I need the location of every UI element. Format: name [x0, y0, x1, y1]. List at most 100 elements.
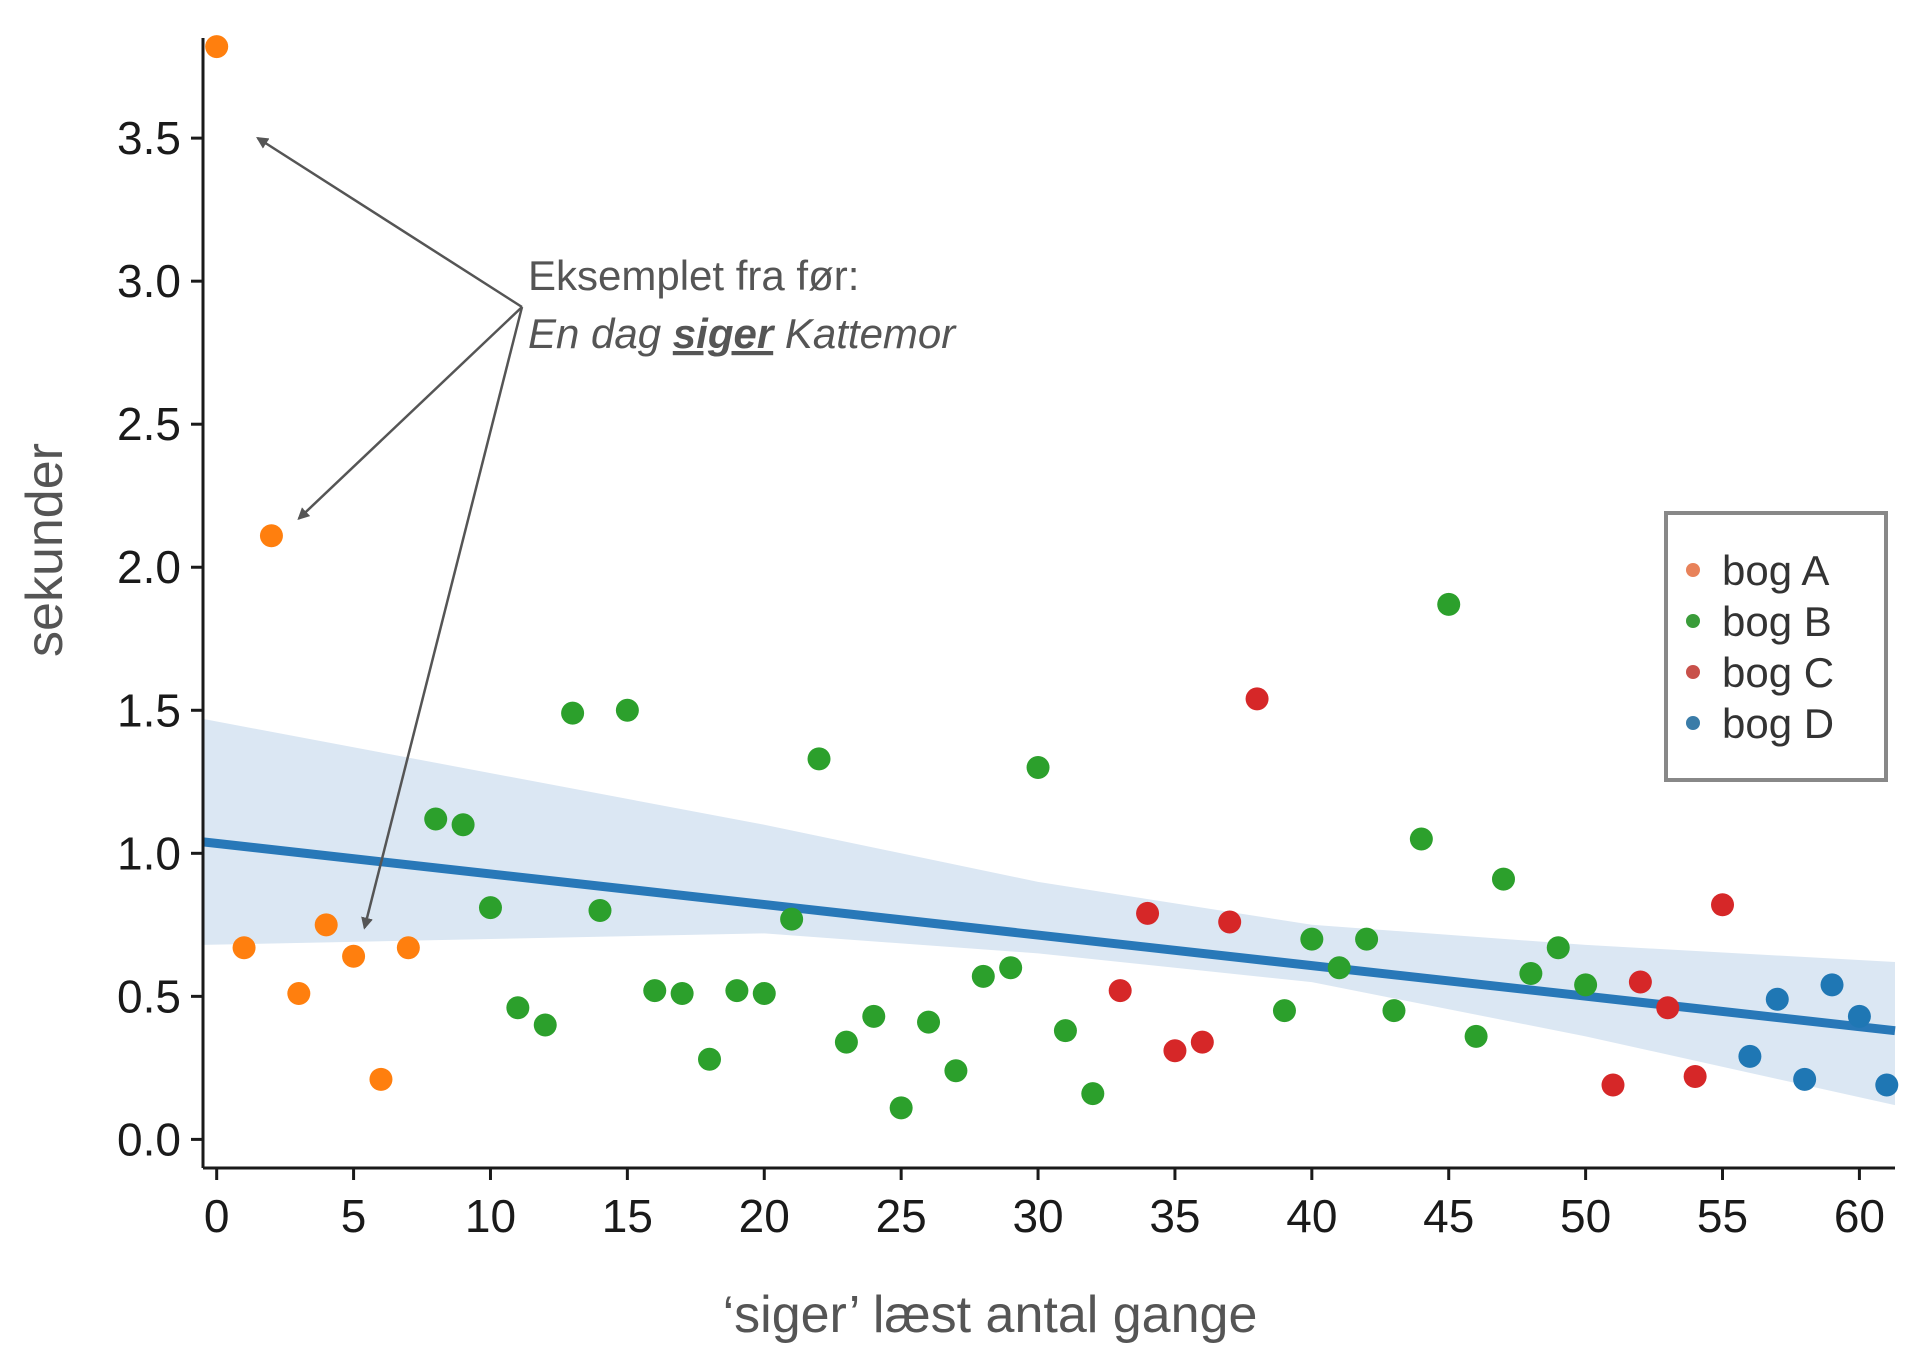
x-tick-label: 20 [739, 1190, 790, 1242]
point-bog-c [1245, 687, 1269, 711]
point-bog-b [478, 896, 502, 920]
point-bog-b [834, 1030, 858, 1054]
point-bog-b [643, 979, 667, 1003]
annotation: Eksemplet fra før: En dag siger Kattemor [256, 137, 957, 930]
y-tick-label: 1.5 [117, 684, 181, 736]
point-bog-a [232, 936, 256, 960]
point-bog-b [1546, 936, 1570, 960]
x-tick-label: 25 [876, 1190, 927, 1242]
point-bog-c [1218, 910, 1242, 934]
point-bog-b [451, 813, 475, 837]
point-bog-a [287, 981, 311, 1005]
data-points [205, 35, 1899, 1120]
point-bog-c [1108, 979, 1132, 1003]
point-bog-d [1875, 1073, 1899, 1097]
point-bog-d [1820, 973, 1844, 997]
y-tick-label: 2.5 [117, 398, 181, 450]
point-bog-b [1409, 827, 1433, 851]
point-bog-b [780, 907, 804, 931]
x-tick-label: 15 [602, 1190, 653, 1242]
point-bog-b [1081, 1082, 1105, 1106]
point-bog-b [615, 698, 639, 722]
annotation-arrow [297, 306, 523, 520]
legend-label: bog D [1722, 700, 1834, 747]
point-bog-b [1491, 867, 1515, 891]
x-tick-label: 40 [1286, 1190, 1337, 1242]
point-bog-b [971, 964, 995, 988]
x-tick-label: 10 [465, 1190, 516, 1242]
point-bog-b [1519, 961, 1543, 985]
point-bog-b [807, 747, 831, 771]
legend-box [1664, 511, 1888, 782]
y-ticks: 0.0 0.5 1.0 1.5 2.0 2.5 3.0 3.5 [117, 112, 203, 1165]
annotation-arrow [256, 137, 523, 309]
point-bog-d [1793, 1067, 1817, 1091]
point-bog-c [1190, 1030, 1214, 1054]
point-bog-b [588, 899, 612, 923]
x-tick-label: 50 [1560, 1190, 1611, 1242]
y-tick-label: 0.0 [117, 1113, 181, 1165]
legend-marker [1686, 716, 1700, 730]
legend-label: bog B [1722, 598, 1832, 645]
x-tick-label: 35 [1149, 1190, 1200, 1242]
x-axis-label: ‘siger’ læst antal gange [723, 1286, 1258, 1344]
point-bog-b [917, 1010, 941, 1034]
y-tick-label: 3.5 [117, 112, 181, 164]
point-bog-a [259, 524, 283, 548]
y-tick-label: 2.0 [117, 541, 181, 593]
point-bog-b [1300, 927, 1324, 951]
y-tick-label: 3.0 [117, 255, 181, 307]
point-bog-c [1711, 893, 1735, 917]
axes [201, 38, 1895, 1170]
point-bog-b [1272, 999, 1296, 1023]
legend-marker [1686, 665, 1700, 679]
point-bog-b [1464, 1024, 1488, 1048]
point-bog-c [1136, 901, 1160, 925]
point-bog-b [424, 807, 448, 831]
point-bog-b [1574, 973, 1598, 997]
point-bog-c [1601, 1073, 1625, 1097]
point-bog-b [752, 981, 776, 1005]
point-bog-b [670, 981, 694, 1005]
point-bog-c [1656, 996, 1680, 1020]
point-bog-b [1355, 927, 1379, 951]
x-tick-label: 60 [1834, 1190, 1885, 1242]
annotation-line-2-suffix: Kattemor [773, 310, 957, 357]
legend-label: bog C [1722, 649, 1834, 696]
regression-line-layer [202, 837, 1896, 1036]
point-bog-b [999, 956, 1023, 980]
point-bog-b [1053, 1019, 1077, 1043]
x-ticks: 0 5 10 15 20 25 30 35 40 45 50 55 60 [204, 1168, 1885, 1242]
point-bog-d [1847, 1004, 1871, 1028]
point-bog-b [533, 1013, 557, 1037]
y-tick-label: 0.5 [117, 970, 181, 1022]
point-bog-a [314, 913, 338, 937]
point-bog-b [1382, 999, 1406, 1023]
point-bog-b [725, 979, 749, 1003]
point-bog-a [396, 936, 420, 960]
point-bog-b [1437, 592, 1461, 616]
point-bog-b [506, 996, 530, 1020]
confidence-band-layer [203, 718, 1895, 1106]
x-tick-label: 45 [1423, 1190, 1474, 1242]
annotation-emphasis: siger [673, 310, 776, 357]
x-tick-label: 55 [1697, 1190, 1748, 1242]
point-bog-a [342, 944, 366, 968]
annotation-arrow [361, 306, 524, 930]
point-bog-d [1765, 987, 1789, 1011]
point-bog-d [1738, 1044, 1762, 1068]
y-axis-label: sekunder [16, 443, 74, 657]
point-bog-a [369, 1067, 393, 1091]
confidence-band [203, 718, 1895, 1106]
point-bog-b [862, 1004, 886, 1028]
point-bog-b [1327, 956, 1351, 980]
point-bog-c [1683, 1064, 1707, 1088]
point-bog-b [1026, 755, 1050, 779]
legend-marker [1686, 614, 1700, 628]
x-tick-label: 5 [341, 1190, 367, 1242]
annotation-arrows [256, 137, 524, 930]
annotation-line-1: Eksemplet fra før: [528, 252, 859, 299]
